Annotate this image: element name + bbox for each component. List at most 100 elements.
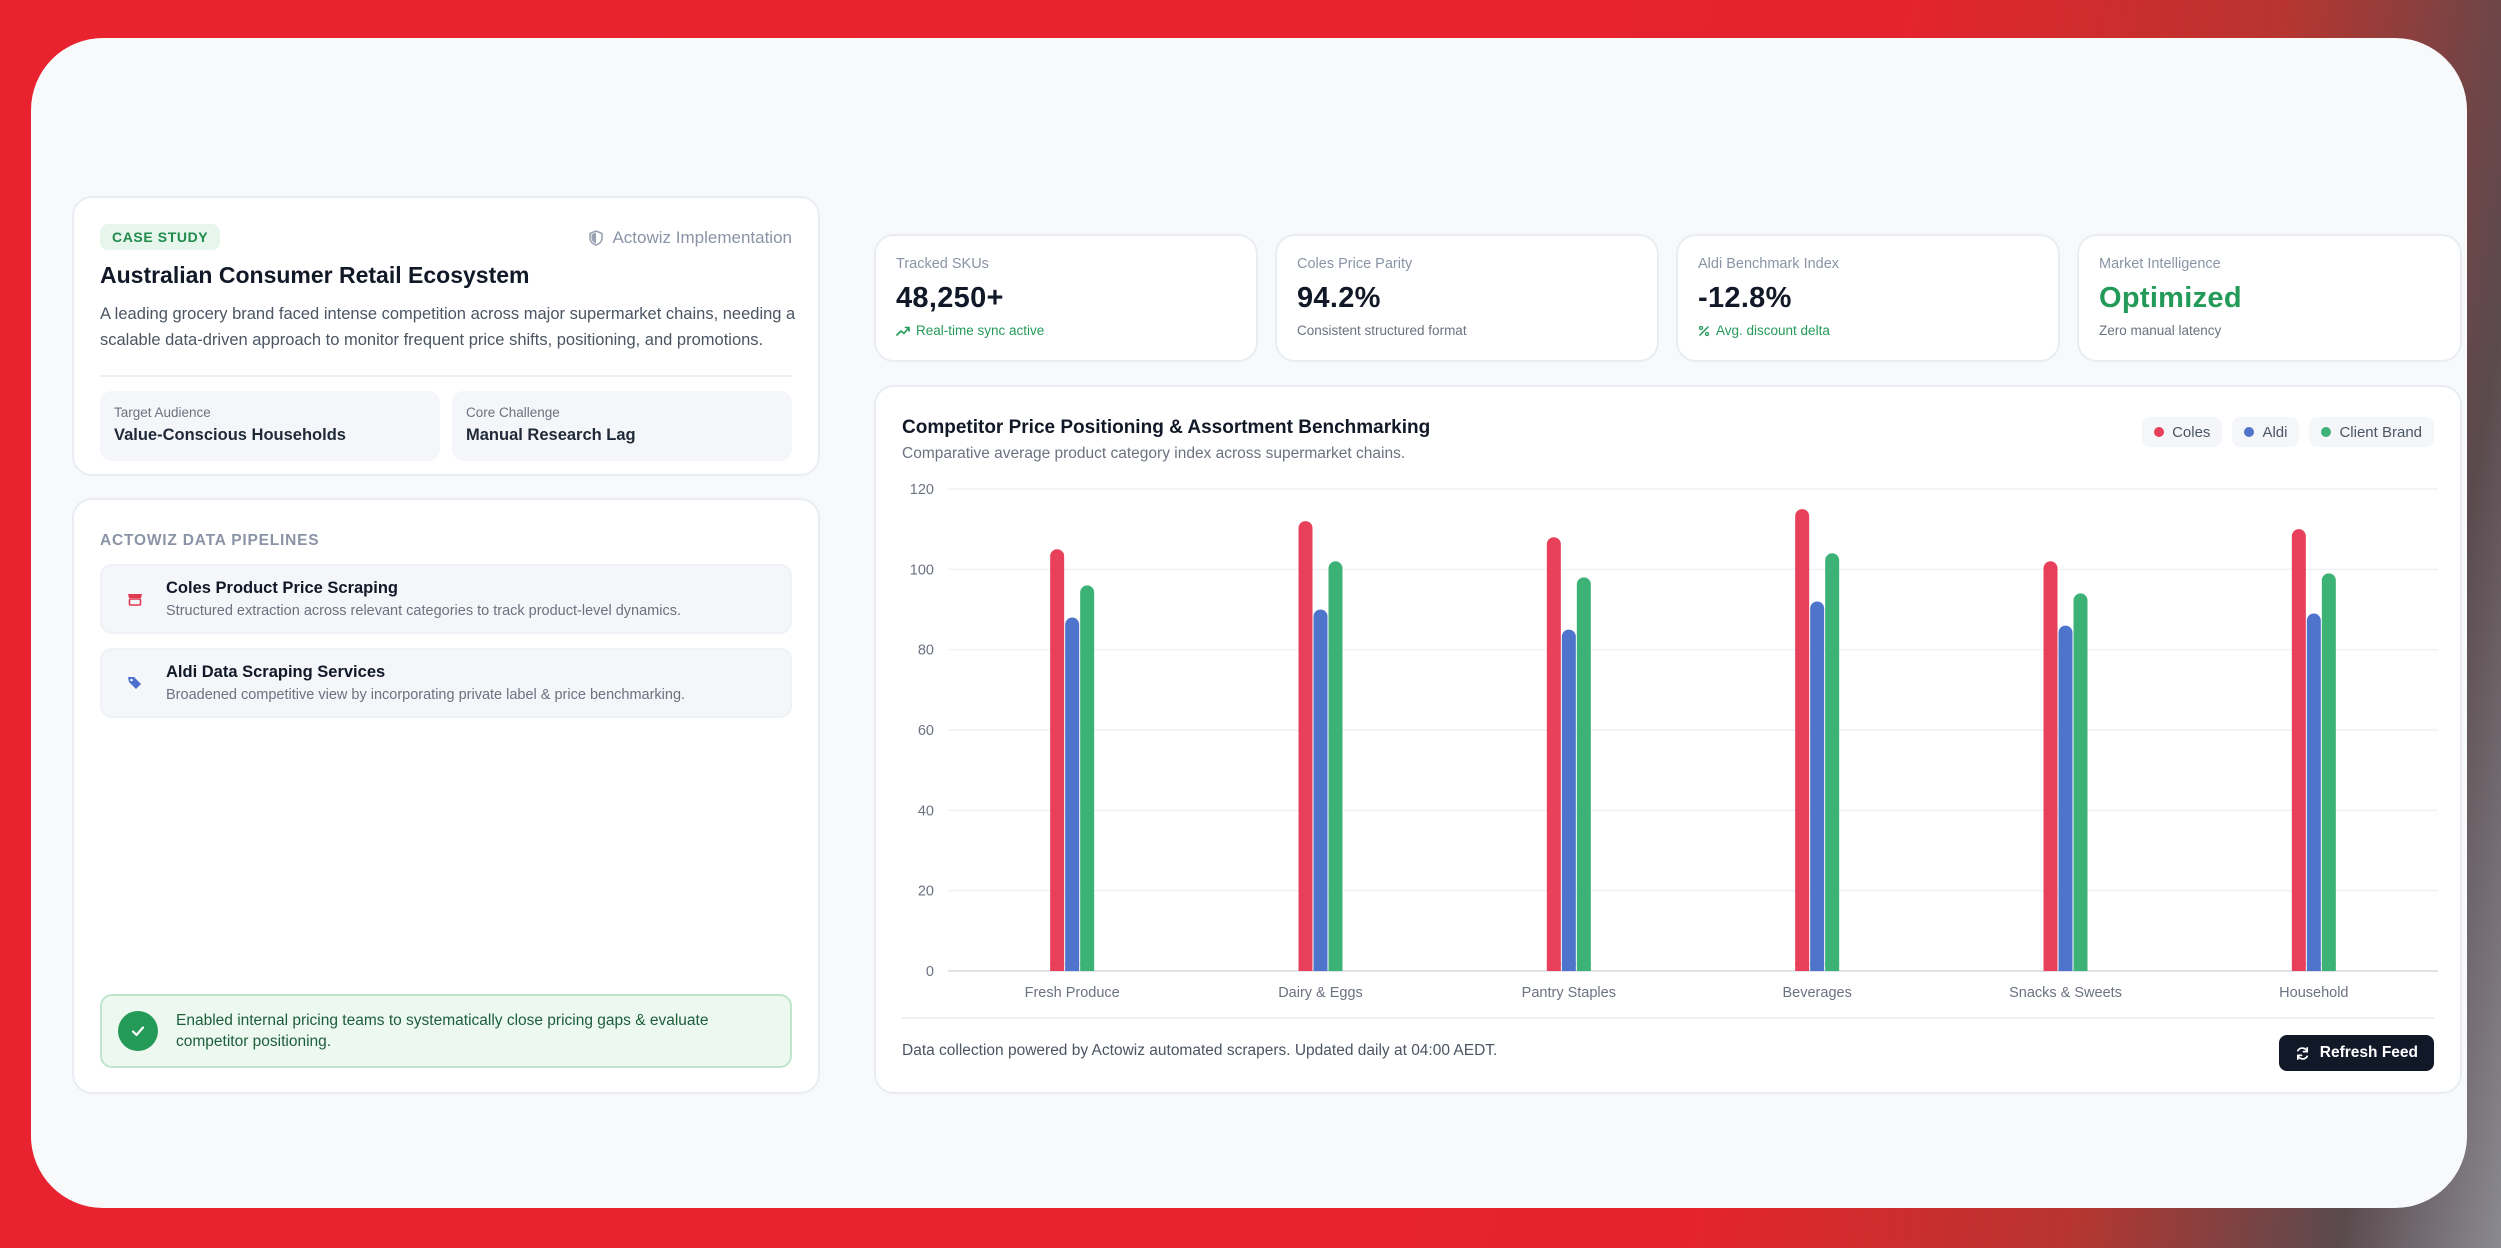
bar-base	[1080, 963, 1095, 971]
bar-aldi	[2306, 613, 2321, 971]
bar-base	[1050, 963, 1065, 971]
stat-sub: Zero manual latency	[2099, 323, 2440, 338]
tags-icon	[120, 668, 150, 698]
bar-client-brand	[1825, 553, 1840, 971]
stat-card-aldi-index: Aldi Benchmark Index -12.8% Avg. discoun…	[1676, 234, 2060, 362]
y-tick-label: 60	[918, 723, 934, 739]
bar-chart: 0 20 40 60 80 100 120 Fresh Produce Dairy & Eggs…	[910, 482, 2438, 1001]
pipeline-description: Structured extraction across relevant ca…	[166, 603, 681, 619]
y-tick-label: 40	[918, 803, 934, 819]
stat-label: Market Intelligence	[2099, 256, 2221, 272]
dashboard-frame: CASE STUDY Actowiz Implementation Austra…	[31, 38, 2467, 1208]
legend-item-client-brand[interactable]: Client Brand	[2309, 417, 2434, 447]
legend-label: Coles	[2172, 423, 2211, 441]
info-row: Target Audience Value-Conscious Househol…	[100, 391, 792, 461]
bar-base	[2291, 963, 2306, 971]
legend-dot	[2244, 427, 2255, 437]
bar-coles	[1050, 549, 1065, 971]
bar-base	[2043, 963, 2058, 971]
pipeline-item-aldi[interactable]: Aldi Data Scraping Services Broadened co…	[100, 648, 792, 718]
implementation-text: Actowiz Implementation	[612, 228, 792, 247]
pipeline-title: Coles Product Price Scraping	[166, 579, 398, 597]
bar-coles	[1546, 537, 1561, 971]
divider	[100, 375, 792, 377]
success-banner: Enabled internal pricing teams to system…	[100, 994, 792, 1068]
bar-client-brand	[2073, 593, 2088, 971]
stat-value: 48,250+	[896, 282, 1004, 314]
y-tick-label: 0	[926, 964, 934, 980]
bar-base	[1298, 963, 1313, 971]
success-text: Enabled internal pricing teams to system…	[176, 1012, 709, 1050]
legend-item-coles[interactable]: Coles	[2142, 417, 2223, 447]
bar-aldi	[1561, 629, 1576, 971]
x-tick-label: Beverages	[1783, 985, 1852, 1001]
pipeline-item-coles[interactable]: Coles Product Price Scraping Structured …	[100, 564, 792, 634]
implementation-label: Actowiz Implementation	[588, 228, 792, 248]
refresh-feed-label: Refresh Feed	[2319, 1044, 2418, 1061]
intro-description: A leading grocery brand faced intense co…	[100, 305, 796, 349]
bar-aldi	[2058, 625, 2073, 971]
target-audience-value: Value-Conscious Households	[114, 426, 346, 444]
stat-card-coles-parity: Coles Price Parity 94.2% Consistent stru…	[1275, 234, 1659, 362]
bar-coles	[1298, 521, 1313, 971]
case-study-tag: CASE STUDY	[100, 224, 221, 250]
bar-aldi	[1313, 609, 1328, 971]
bar-base	[1825, 963, 1840, 971]
core-challenge-label: Core Challenge	[466, 405, 560, 420]
bar-base	[1561, 963, 1576, 971]
bar-base	[2073, 963, 2088, 971]
bar-base	[1576, 963, 1591, 971]
chart-footer-divider	[902, 1017, 2434, 1019]
stat-value: 94.2%	[1297, 282, 1381, 314]
bar-client-brand	[1328, 561, 1343, 971]
stat-label: Tracked SKUs	[896, 256, 989, 272]
stat-sub: Consistent structured format	[1297, 323, 1637, 338]
bar-base	[2306, 963, 2321, 971]
pipeline-description: Broadened competitive view by incorporat…	[166, 687, 686, 703]
x-tick-label: Dairy & Eggs	[1278, 985, 1363, 1001]
bar-base	[1313, 963, 1328, 971]
bar-client-brand	[2321, 573, 2336, 971]
bar-base	[1328, 963, 1343, 971]
percent-icon	[1698, 325, 1710, 336]
chart-footer-text: Data collection powered by Actowiz autom…	[902, 1042, 1498, 1059]
y-tick-label: 100	[910, 562, 934, 578]
legend-dot	[2154, 427, 2165, 437]
bar-base	[2321, 963, 2336, 971]
y-tick-label: 20	[918, 884, 934, 900]
shield-icon	[589, 230, 604, 246]
legend-label: Aldi	[2262, 423, 2288, 441]
bar-coles	[2291, 529, 2306, 971]
chart-card: Competitor Price Positioning & Assortmen…	[874, 385, 2462, 1094]
stat-value: Optimized	[2099, 282, 2242, 314]
stat-value: -12.8%	[1698, 282, 1792, 314]
x-tick-label: Fresh Produce	[1025, 985, 1120, 1001]
x-tick-label: Snacks & Sweets	[2009, 985, 2122, 1001]
check-icon	[118, 1011, 158, 1051]
stat-card-market-intelligence: Market Intelligence Optimized Zero manua…	[2077, 234, 2462, 362]
legend-label: Client Brand	[2339, 423, 2422, 441]
legend-dot	[2321, 427, 2332, 437]
core-challenge-box: Core Challenge Manual Research Lag	[452, 391, 792, 461]
stat-label: Aldi Benchmark Index	[1698, 256, 1840, 272]
legend-item-aldi[interactable]: Aldi	[2232, 417, 2300, 447]
bar-aldi	[1810, 601, 1825, 971]
chart-legend: Coles Aldi Client Brand	[2142, 417, 2434, 447]
bar-coles	[1795, 509, 1810, 971]
stat-sub-text: Avg. discount delta	[1716, 323, 1830, 338]
bar-client-brand	[1080, 585, 1095, 971]
y-tick-label: 80	[918, 643, 934, 659]
pipelines-card: ACTOWIZ DATA PIPELINES Coles Product Pri…	[72, 498, 820, 1094]
refresh-feed-button[interactable]: Refresh Feed	[2278, 1035, 2434, 1071]
trending-up-icon	[896, 326, 910, 336]
store-icon	[120, 584, 150, 614]
bar-coles	[2043, 561, 2058, 971]
bar-base	[2058, 963, 2073, 971]
chart-title: Competitor Price Positioning & Assortmen…	[902, 417, 1431, 438]
core-challenge-value: Manual Research Lag	[466, 426, 636, 444]
intro-title: Australian Consumer Retail Ecosystem	[100, 262, 530, 288]
stat-sub-text: Consistent structured format	[1297, 323, 1467, 338]
stat-card-tracked-skus: Tracked SKUs 48,250+ Real-time sync acti…	[874, 234, 1258, 362]
stat-sub-text: Zero manual latency	[2099, 323, 2222, 338]
bar-base	[1546, 963, 1561, 971]
